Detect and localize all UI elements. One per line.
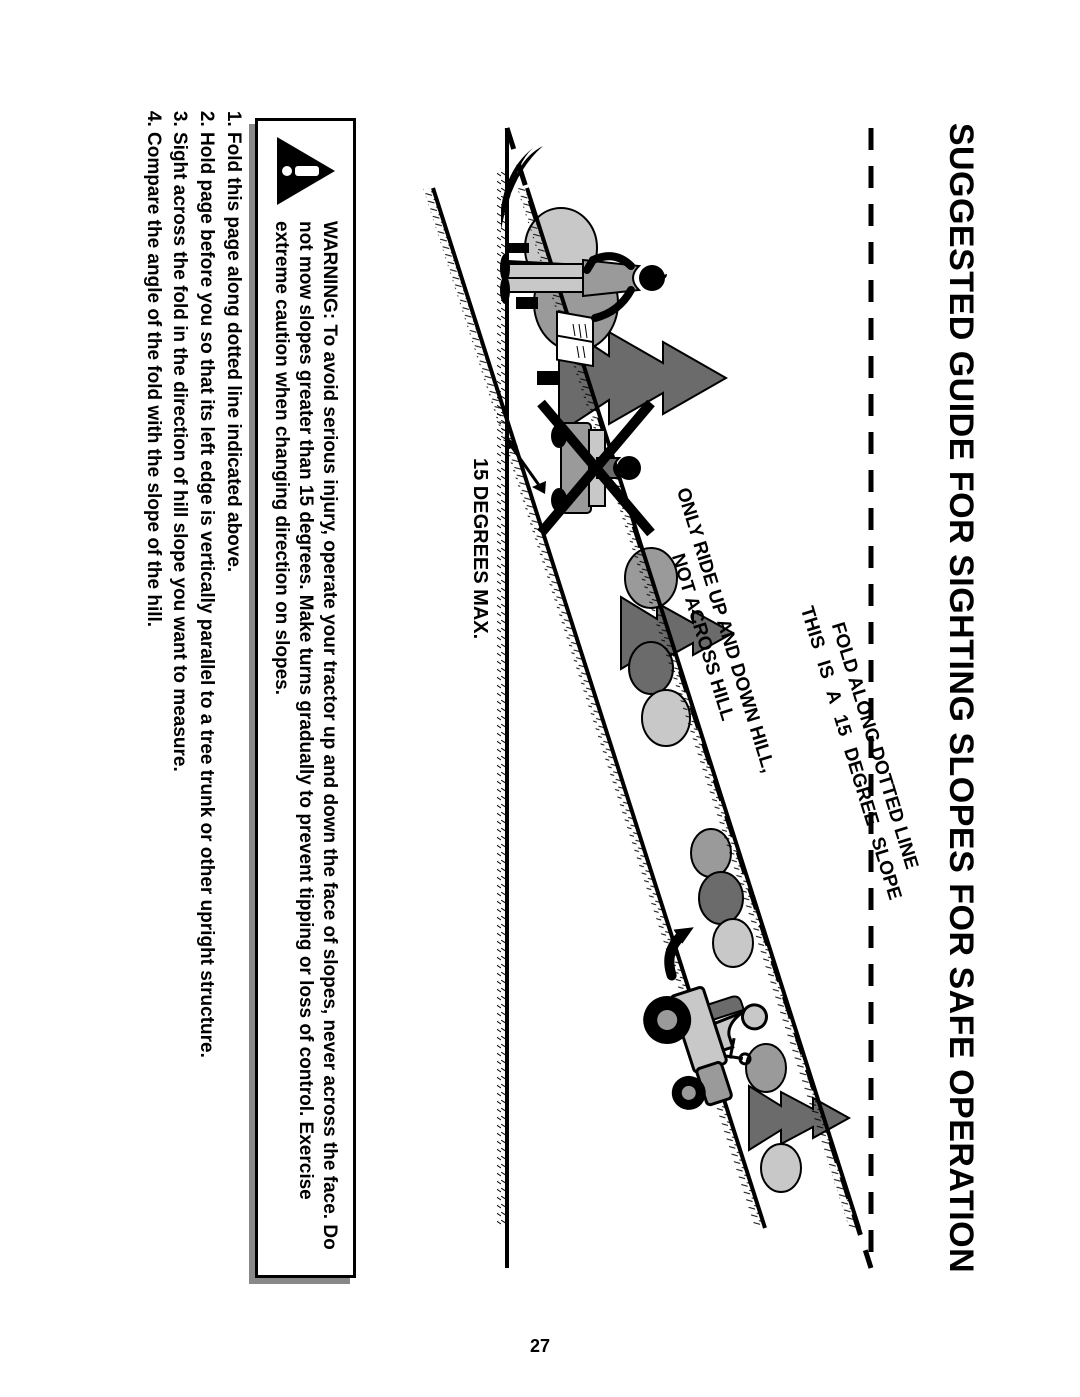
instructions-list: Fold this page along dotted line indicat…	[140, 108, 245, 1288]
page-title: SUGGESTED GUIDE FOR SIGHTING SLOPES FOR …	[941, 73, 980, 1323]
warning-text: WARNING: To avoid serious injury, operat…	[272, 221, 341, 1250]
warning-icon	[273, 135, 337, 207]
page-number: 27	[530, 1336, 550, 1357]
instruction-item: Sight across the fold in the direction o…	[167, 132, 192, 1288]
page-content: SUGGESTED GUIDE FOR SIGHTING SLOPES FOR …	[90, 73, 990, 1323]
instruction-item: Hold page before you so that its left ed…	[193, 132, 218, 1288]
slope-diagram: FOLD ALONG DOTTED LINE THIS IS A 15 DEGR…	[371, 108, 921, 1288]
instruction-item: Fold this page along dotted line indicat…	[220, 132, 245, 1288]
instruction-item: Compare the angle of the fold with the s…	[140, 132, 165, 1288]
max-degrees-label: 15 DEGREES MAX.	[468, 458, 491, 639]
warning-box: WARNING: To avoid serious injury, operat…	[255, 118, 356, 1278]
